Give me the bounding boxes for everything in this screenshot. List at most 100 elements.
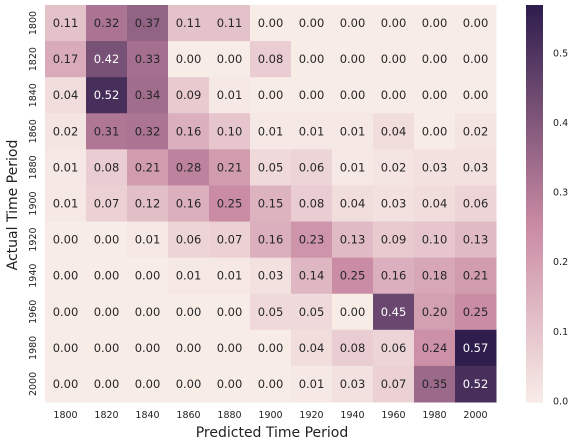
heatmap-cell	[455, 149, 497, 186]
heatmap-cell-value: 0.37	[135, 16, 161, 30]
heatmap-cell-value: 0.01	[258, 124, 284, 138]
heatmap-cell	[291, 41, 333, 78]
heatmap-cell	[45, 149, 87, 186]
heatmap-cell-value: 0.21	[463, 269, 489, 283]
heatmap-cell-value: 0.14	[299, 269, 325, 283]
colorbar-segment	[526, 127, 543, 132]
heatmap-cell	[291, 5, 333, 42]
colorbar-segment	[526, 94, 543, 99]
heatmap-cell	[127, 113, 169, 150]
colorbar-segment	[526, 378, 543, 383]
heatmap-cell-value: 0.00	[217, 341, 243, 355]
heatmap-cell	[373, 221, 415, 259]
heatmap-cell	[414, 41, 456, 78]
heatmap-cell-value: 0.00	[381, 88, 407, 102]
colorbar-segment	[526, 51, 543, 56]
heatmap-cell	[250, 293, 292, 331]
heatmap-cell	[45, 185, 87, 223]
heatmap-cell-value: 0.00	[381, 16, 407, 30]
heatmap-cell	[373, 257, 415, 295]
heatmap-cell	[86, 257, 128, 295]
colorbar-segment	[526, 110, 543, 115]
heatmap-cell	[250, 77, 292, 114]
colorbar-segment	[526, 81, 543, 85]
heatmap-cell	[127, 185, 169, 223]
heatmap-cell-value: 0.00	[258, 16, 284, 30]
heatmap-cell-value: 0.04	[340, 197, 366, 211]
heatmap-cell	[455, 77, 497, 114]
heatmap-cell	[455, 329, 497, 367]
colorbar-segment	[526, 269, 543, 274]
colorbar-segment	[526, 349, 543, 353]
heatmap-cell-value: 0.05	[258, 305, 284, 319]
colorbar-segment	[526, 14, 543, 19]
heatmap-cell-value: 0.08	[299, 197, 325, 211]
heatmap-cell-value: 0.00	[422, 88, 448, 102]
heatmap-cell-value: 0.16	[258, 233, 284, 247]
y-tick-label: 1980	[28, 336, 39, 360]
heatmap-cell	[168, 365, 210, 403]
colorbar-segment	[526, 167, 543, 172]
colorbar-segment	[526, 61, 543, 66]
colorbar-segment	[526, 124, 543, 129]
heatmap-cell	[127, 365, 169, 403]
heatmap-cell	[291, 185, 333, 223]
heatmap-cell	[455, 113, 497, 150]
heatmap-cell	[250, 185, 292, 223]
colorbar-segment	[526, 180, 543, 185]
heatmap-cell	[414, 293, 456, 331]
heatmap-cell-value: 0.21	[217, 160, 243, 174]
x-tick-label: 1880	[217, 410, 241, 421]
heatmap-cell	[86, 5, 128, 42]
heatmap-cell-value: 0.32	[94, 16, 120, 30]
colorbar-segment	[526, 322, 543, 327]
y-tick-label: 1840	[28, 83, 39, 107]
heatmap-cell-value: 0.10	[422, 233, 448, 247]
heatmap-cell	[168, 293, 210, 331]
heatmap-cell	[373, 113, 415, 150]
y-tick-label: 1800	[28, 11, 39, 35]
heatmap-cell	[209, 293, 251, 331]
heatmap-cell	[250, 257, 292, 295]
heatmap-cell-value: 0.00	[94, 233, 120, 247]
heatmap-cell-value: 0.01	[135, 233, 161, 247]
heatmap-cell-value: 0.00	[176, 341, 202, 355]
heatmap-cell	[414, 77, 456, 114]
heatmap-cell	[45, 221, 87, 259]
heatmap-cell-value: 0.00	[422, 124, 448, 138]
heatmap-cell-value: 0.03	[422, 160, 448, 174]
colorbar-segment	[526, 41, 543, 46]
heatmap-cell	[414, 221, 456, 259]
heatmap-cell-value: 0.08	[340, 341, 366, 355]
heatmap-cell-value: 0.00	[217, 377, 243, 391]
heatmap-cell	[250, 329, 292, 367]
heatmap-cell	[332, 149, 374, 186]
heatmap-cell-value: 0.01	[340, 160, 366, 174]
x-axis-label: Predicted Time Period	[196, 425, 349, 441]
heatmap-cell-value: 0.52	[94, 88, 120, 102]
heatmap-cell	[209, 221, 251, 259]
x-tick-label: 1940	[340, 410, 364, 421]
heatmap-cell	[250, 5, 292, 42]
colorbar-segment	[526, 319, 543, 324]
colorbar-segment	[526, 365, 543, 370]
heatmap-cell-value: 0.04	[381, 124, 407, 138]
heatmap-cell	[209, 257, 251, 295]
colorbar-segment	[526, 160, 543, 165]
colorbar-segment	[526, 272, 543, 277]
heatmap-cell-value: 0.00	[53, 233, 79, 247]
colorbar-segment	[526, 385, 543, 390]
colorbar-segment	[526, 345, 543, 350]
heatmap-cell	[168, 41, 210, 78]
heatmap-cell-value: 0.13	[340, 233, 366, 247]
heatmap-cell-value: 0.06	[176, 233, 202, 247]
heatmap-cell	[168, 221, 210, 259]
colorbar-segment	[526, 253, 543, 258]
heatmap-cell-value: 0.00	[176, 305, 202, 319]
heatmap-cell	[250, 113, 292, 150]
heatmap-cell-value: 0.00	[176, 377, 202, 391]
colorbar-segment	[526, 339, 543, 344]
colorbar-segment	[526, 48, 543, 52]
colorbar-segment	[526, 312, 543, 317]
colorbar-segment	[526, 279, 543, 284]
